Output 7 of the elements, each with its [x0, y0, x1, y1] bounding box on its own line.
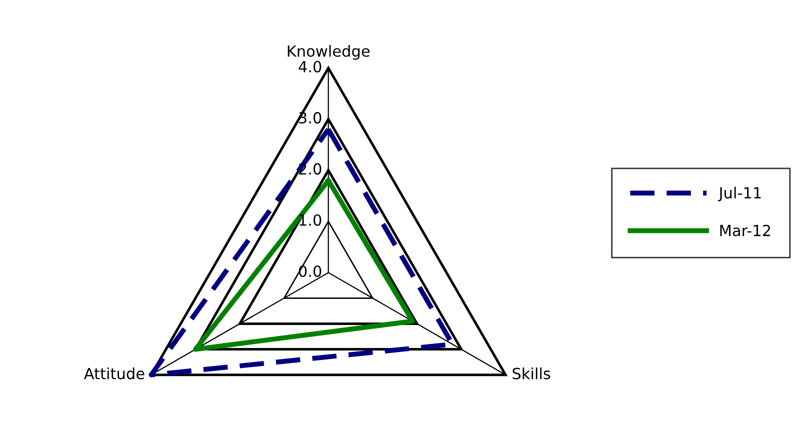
spoke-label: Skills: [512, 367, 550, 380]
y-tick-label: 4.0: [298, 60, 322, 72]
legend-label: Jul-11: [718, 186, 761, 202]
y-tick-label: 1.0: [300, 214, 322, 226]
spoke-label: Knowledge: [288, 45, 370, 60]
spoke-label: Attitude: [84, 367, 144, 380]
legend-label: Mar-12: [720, 224, 770, 236]
